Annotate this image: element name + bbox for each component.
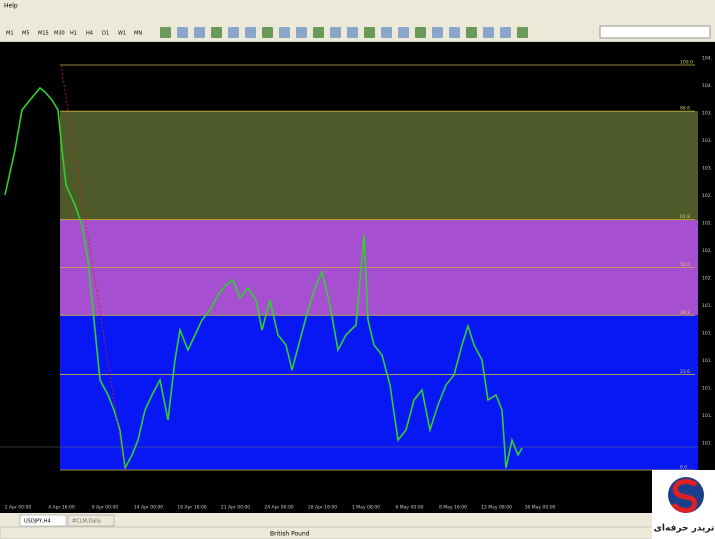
time-label: 21 Apr 00:00 xyxy=(221,505,250,511)
time-label: 1 May 08:00 xyxy=(352,505,380,511)
menu-item[interactable]: Help xyxy=(4,3,18,10)
time-label: 4 Apr 16:00 xyxy=(48,505,75,511)
fib-level-label: 88.6 xyxy=(680,106,690,112)
price-label: 103. xyxy=(702,111,712,117)
fib-zone xyxy=(60,315,698,470)
price-label: 102. xyxy=(702,193,712,199)
time-label: 14 Apr 00:00 xyxy=(134,505,163,511)
chart-tab-label: #CLM,Daily xyxy=(72,519,101,525)
status-bar xyxy=(0,526,715,539)
fib-trendline xyxy=(60,64,126,471)
fib-level-label: 23.6 xyxy=(680,369,690,375)
price-label: 104. xyxy=(702,56,712,62)
chart-tab[interactable] xyxy=(19,514,67,527)
logo-text: تریدر حرفه‌ای xyxy=(654,524,715,534)
toolbar-icon[interactable] xyxy=(415,27,426,38)
toolbar-icon[interactable] xyxy=(228,27,239,38)
time-label: 2 Apr 00:00 xyxy=(5,505,32,511)
price-line xyxy=(4,86,523,471)
price-label: 101. xyxy=(702,413,712,419)
fib-level-label: 50.0 xyxy=(680,262,690,268)
time-label: 6 May 00:00 xyxy=(396,505,424,511)
timeframe-button[interactable]: M5 xyxy=(22,31,30,37)
toolbar-icon[interactable] xyxy=(296,27,307,38)
toolbar-icon[interactable] xyxy=(432,27,443,38)
chart-tab-label: USDJPY,H4 xyxy=(24,519,51,525)
timeframe-button[interactable]: H4 xyxy=(86,31,93,37)
status-text: British Pound xyxy=(270,531,310,538)
search-box[interactable] xyxy=(599,25,711,39)
toolbar-icon[interactable] xyxy=(160,27,171,38)
timeframe-button[interactable]: M30 xyxy=(54,31,65,37)
price-label: 102. xyxy=(702,276,712,282)
fib-level-label: 61.8 xyxy=(680,214,690,220)
toolbar-icon[interactable] xyxy=(330,27,341,38)
time-axis xyxy=(0,500,715,513)
price-label: 103. xyxy=(702,166,712,172)
toolbar-icon[interactable] xyxy=(347,27,358,38)
time-label: 16 Apr 16:00 xyxy=(177,505,206,511)
price-label: 104. xyxy=(702,83,712,89)
fib-level-label: 0.0 xyxy=(680,465,687,471)
timeframe-button[interactable]: M1 xyxy=(6,31,14,37)
chart-tab[interactable] xyxy=(67,514,115,527)
tab-bar xyxy=(0,513,715,527)
time-label: 24 Apr 00:00 xyxy=(264,505,293,511)
timeframe-button[interactable]: D1 xyxy=(102,31,109,37)
price-label: 101. xyxy=(702,303,712,309)
time-label: 9 Apr 00:00 xyxy=(92,505,119,511)
toolbar-icon[interactable] xyxy=(449,27,460,38)
toolbar-icon[interactable] xyxy=(177,27,188,38)
toolbar-icon[interactable] xyxy=(262,27,273,38)
price-label: 102. xyxy=(702,248,712,254)
price-axis xyxy=(698,42,715,500)
toolbar-icon[interactable] xyxy=(245,27,256,38)
time-label: 16 May 00:00 xyxy=(525,505,556,511)
time-label: 8 May 16:00 xyxy=(439,505,467,511)
fib-level-label: 100.0 xyxy=(680,60,693,66)
toolbar-icon[interactable] xyxy=(211,27,222,38)
fib-zone xyxy=(60,111,698,220)
toolbar-icon[interactable] xyxy=(398,27,409,38)
timeframe-button[interactable]: M15 xyxy=(38,31,49,37)
price-label: 101. xyxy=(702,441,712,447)
fib-level-label: 38.2 xyxy=(680,310,690,316)
price-label: 101. xyxy=(702,358,712,364)
toolbar-icon[interactable] xyxy=(517,27,528,38)
logo-s xyxy=(671,479,698,513)
timeframe-button[interactable]: H1 xyxy=(70,31,77,37)
toolbar-icon[interactable] xyxy=(279,27,290,38)
timeframe-button[interactable]: W1 xyxy=(118,31,126,37)
price-label: 102. xyxy=(702,221,712,227)
price-label: 101. xyxy=(702,386,712,392)
price-label: 103. xyxy=(702,138,712,144)
timeframe-button[interactable]: MN xyxy=(134,31,142,37)
menu-bar xyxy=(0,0,715,12)
toolbar-icon[interactable] xyxy=(483,27,494,38)
toolbar-icon[interactable] xyxy=(381,27,392,38)
time-label: 13 May 08:00 xyxy=(481,505,512,511)
toolbar-icon[interactable] xyxy=(313,27,324,38)
toolbar-icon[interactable] xyxy=(466,27,477,38)
time-label: 28 Apr 16:00 xyxy=(308,505,337,511)
price-label: 101. xyxy=(702,331,712,337)
toolbar-icon[interactable] xyxy=(194,27,205,38)
toolbar-icon[interactable] xyxy=(364,27,375,38)
toolbar-icon[interactable] xyxy=(500,27,511,38)
